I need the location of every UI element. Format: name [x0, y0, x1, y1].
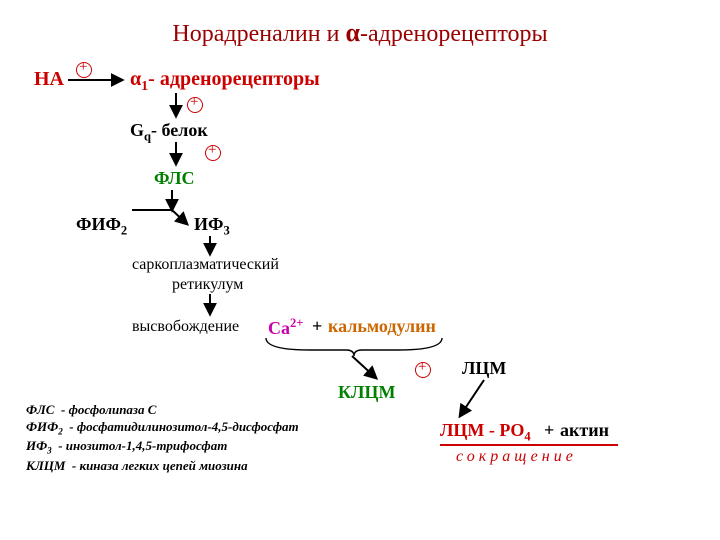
title-alpha: α: [345, 18, 360, 47]
plus-circle-icon: +: [417, 360, 425, 378]
node-SR1: саркоплазматический: [132, 256, 279, 274]
node-Gq: Gq- белок: [130, 120, 208, 145]
node-SR2: ретикулум: [172, 276, 243, 294]
node-LCMPO4: ЛЦМ - PO4: [440, 420, 531, 445]
legend-row: ИФ3 - инозитол-1,4,5-трифосфат: [26, 438, 299, 457]
plus-circle-icon: +: [78, 60, 86, 78]
node-calmod: кальмодулин: [328, 316, 436, 337]
node-LCM: ЛЦМ: [462, 358, 506, 379]
legend: ФЛС - фосфолипаза СФИФ2 - фосфатидилиноз…: [26, 402, 299, 475]
node-plus2: +: [544, 420, 554, 441]
plus-circle-icon: +: [189, 95, 197, 113]
plus-circle-icon: +: [207, 143, 215, 161]
node-Ca: Ca2+: [268, 316, 303, 339]
node-FLC: ФЛС: [154, 168, 195, 189]
diagram-canvas: сокращение ФЛС - фосфолипаза СФИФ2 - фос…: [22, 60, 698, 510]
node-release: высвобождение: [132, 318, 239, 336]
title-prefix: Норадреналин и: [172, 21, 345, 47]
node-FIF2: ФИФ2: [76, 214, 127, 239]
title-suffix: -адренорецепторы: [360, 21, 548, 47]
node-plus1: +: [312, 316, 322, 337]
contraction-label: сокращение: [456, 448, 577, 466]
node-a1rec: α1- адренорецепторы: [130, 68, 320, 95]
node-actin: актин: [560, 420, 609, 441]
legend-row: ФЛС - фосфолипаза С: [26, 402, 299, 419]
node-IF3: ИФ3: [194, 214, 230, 239]
legend-row: КЛЦМ - киназа легких цепей миозина: [26, 458, 299, 475]
legend-row: ФИФ2 - фосфатидилинозитол-4,5-дисфосфат: [26, 419, 299, 438]
node-NA: НА: [34, 68, 64, 91]
slide: Норадреналин и α-адренорецепторы сокраще…: [0, 0, 720, 540]
node-KLCM: КЛЦМ: [338, 382, 395, 403]
slide-title: Норадреналин и α-адренорецепторы: [0, 18, 720, 48]
